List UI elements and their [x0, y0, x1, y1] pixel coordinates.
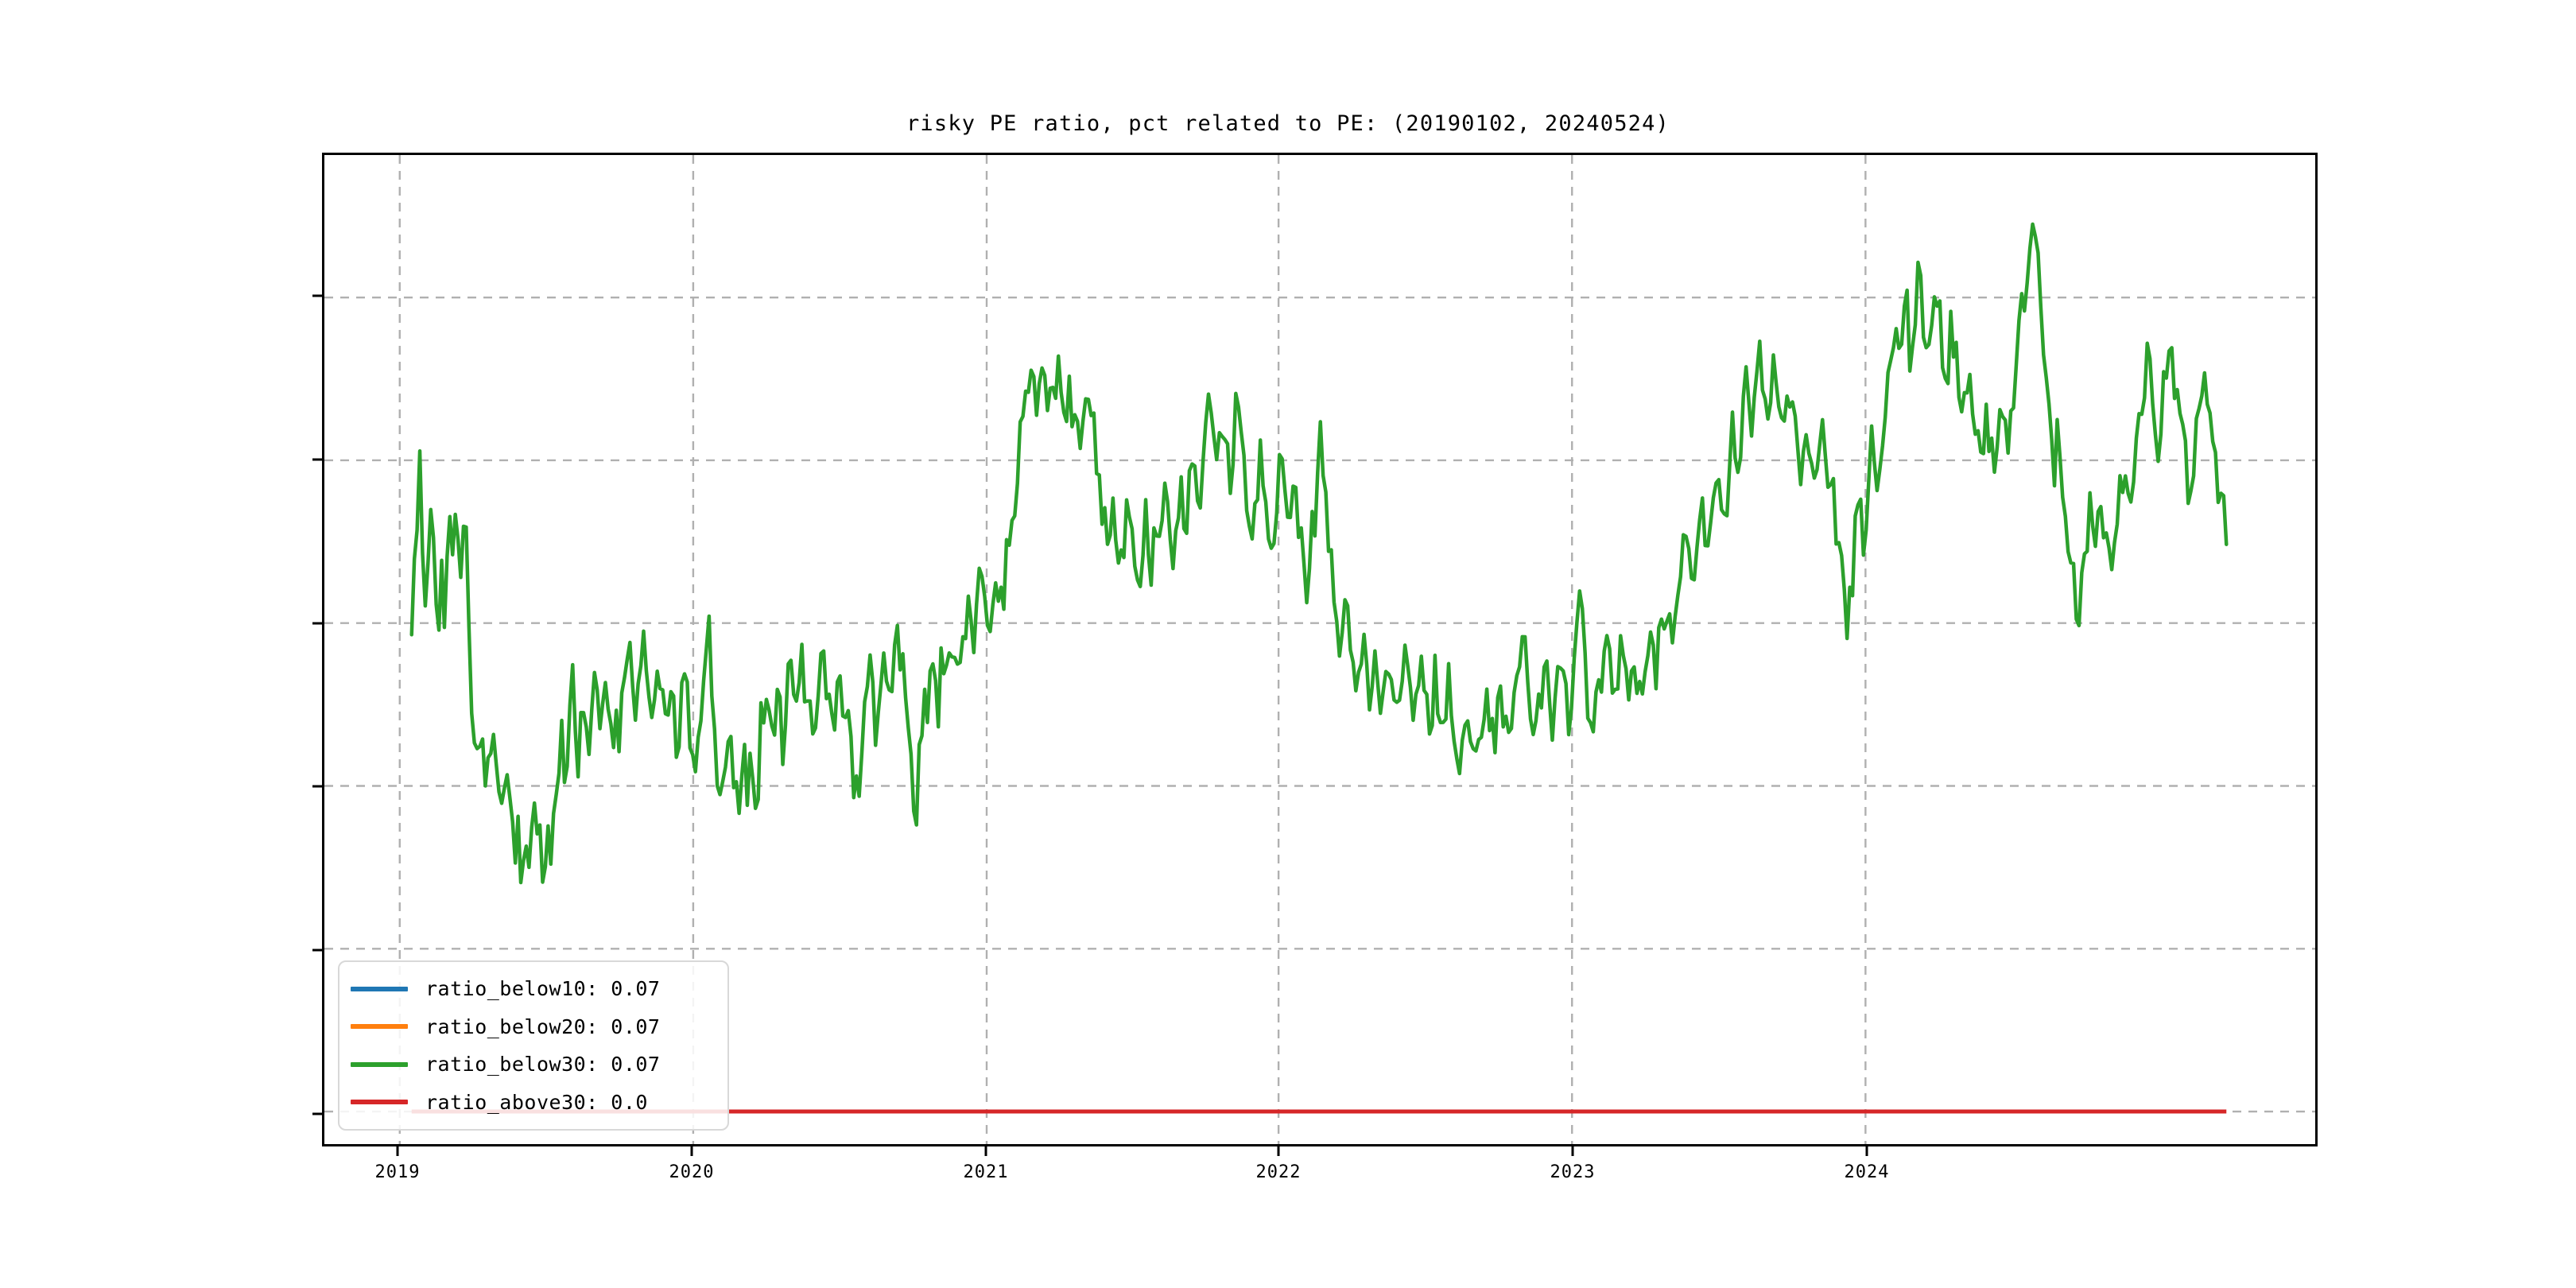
legend-color-swatch: [351, 1024, 408, 1030]
legend-color-swatch: [351, 986, 408, 991]
y-tick-mark: [312, 785, 322, 788]
legend-item[interactable]: ratio_above30: 0.0: [351, 1086, 716, 1118]
x-tick-mark: [1571, 1146, 1574, 1156]
legend-item-label: ratio_below30: 0.07: [425, 1053, 661, 1077]
chart-legend: ratio_below10: 0.07 ratio_below20: 0.07 ra…: [338, 960, 729, 1131]
legend-item-label: ratio_above30: 0.0: [425, 1090, 648, 1114]
y-tick-mark: [312, 1112, 322, 1115]
y-tick-mark: [312, 622, 322, 625]
x-tick-label: 2019: [374, 1162, 421, 1182]
legend-item[interactable]: ratio_below20: 0.07: [351, 1011, 716, 1042]
x-tick-mark: [1865, 1146, 1868, 1156]
x-tick-label: 2020: [669, 1162, 715, 1182]
x-tick-mark: [690, 1146, 693, 1156]
legend-color-swatch: [351, 1061, 408, 1067]
x-tick-label: 2023: [1550, 1162, 1596, 1182]
x-tick-label: 2021: [963, 1162, 1009, 1182]
chart-title: risky PE ratio, pct related to PE: (2019…: [906, 111, 1670, 136]
plot-inner: [324, 155, 2315, 1144]
x-tick-mark: [984, 1146, 987, 1156]
y-tick-mark: [312, 458, 322, 461]
x-tick-label: 2024: [1844, 1162, 1890, 1182]
legend-item[interactable]: ratio_below10: 0.07: [351, 973, 716, 1005]
legend-item-label: ratio_below10: 0.07: [425, 977, 661, 1001]
legend-item[interactable]: ratio_below30: 0.07: [351, 1049, 716, 1080]
x-tick-mark: [396, 1146, 399, 1156]
y-tick-mark: [312, 294, 322, 297]
y-tick-mark: [312, 949, 322, 952]
x-tick-label: 2022: [1255, 1162, 1302, 1182]
x-tick-mark: [1277, 1146, 1280, 1156]
legend-item-label: ratio_below20: 0.07: [425, 1014, 661, 1038]
series-line-ratio-below30: [412, 224, 2227, 883]
legend-color-swatch: [351, 1100, 408, 1105]
